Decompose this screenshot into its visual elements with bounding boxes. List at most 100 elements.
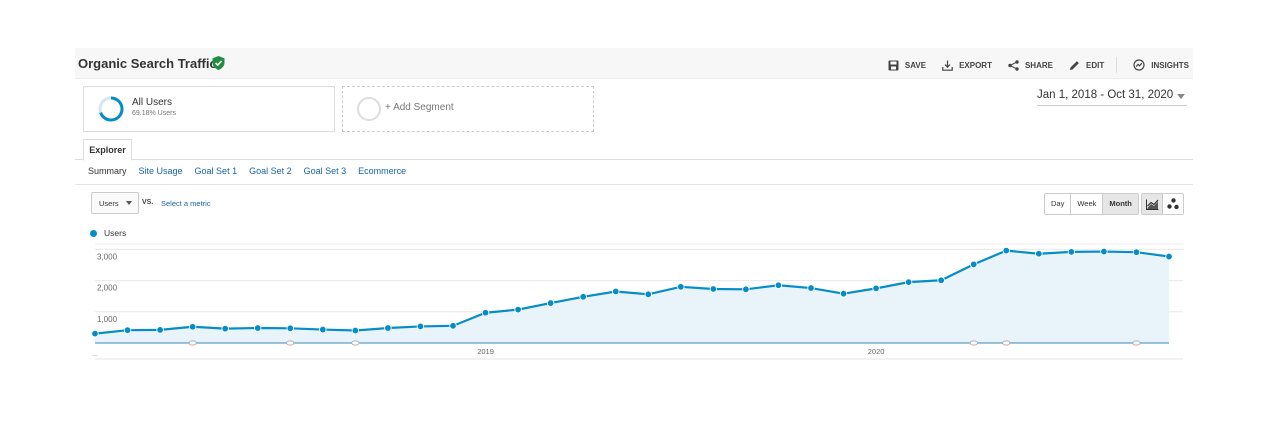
explorer-subtabs: Summary Site Usage Goal Set 1 Goal Set 2…: [88, 166, 418, 176]
data-point: [774, 281, 783, 289]
x-axis-first-label: ...: [92, 351, 98, 358]
period-month-button[interactable]: Month: [1103, 194, 1138, 214]
segment-name: All Users: [132, 97, 173, 108]
data-point: [481, 309, 490, 317]
data-point: [579, 293, 587, 301]
add-segment-label: + Add Segment: [385, 102, 454, 113]
annotation-marker-icon: [969, 340, 978, 346]
annotation-marker-icon: [188, 340, 197, 346]
insights-button[interactable]: INSIGHTS: [1133, 59, 1189, 71]
y-tick-label: 3,000: [97, 252, 118, 261]
report-panel: Organic Search Traffic SAVE EXPORT: [75, 48, 1193, 362]
chart-type-toggle: [1141, 193, 1184, 215]
data-point: [254, 324, 262, 332]
data-point: [449, 322, 457, 330]
add-segment-button[interactable]: + Add Segment: [342, 86, 594, 132]
line-chart-button[interactable]: [1142, 194, 1163, 214]
subtab-site-usage[interactable]: Site Usage: [138, 166, 183, 176]
data-point: [416, 322, 425, 331]
subtab-goal-set-1[interactable]: Goal Set 1: [194, 166, 238, 176]
data-point: [904, 278, 913, 286]
edit-button[interactable]: EDIT: [1069, 60, 1104, 71]
metric-select[interactable]: Users: [91, 192, 139, 214]
insights-label: INSIGHTS: [1151, 60, 1189, 70]
data-point: [872, 284, 880, 293]
data-point: [1067, 248, 1076, 256]
select-metric-link[interactable]: Select a metric: [161, 199, 211, 208]
period-toggle: Day Week Month: [1044, 193, 1139, 215]
annotation-marker-icon: [351, 340, 360, 346]
motion-chart-button[interactable]: [1163, 194, 1183, 214]
share-button[interactable]: SHARE: [1008, 59, 1053, 71]
export-button[interactable]: EXPORT: [942, 60, 992, 71]
data-point: [319, 325, 327, 334]
caret-down-icon: [1177, 94, 1185, 99]
data-point: [612, 287, 620, 296]
data-point: [546, 299, 555, 307]
data-point: [937, 276, 945, 284]
add-segment-ring-icon: [357, 97, 381, 121]
subtab-goal-set-3[interactable]: Goal Set 3: [303, 166, 347, 176]
x-tick-label: 2020: [868, 347, 885, 356]
date-range-label: Jan 1, 2018 - Oct 31, 2020: [1037, 89, 1174, 101]
save-label: SAVE: [904, 60, 927, 70]
data-point: [384, 324, 392, 332]
data-point: [677, 283, 685, 291]
subtab-summary[interactable]: Summary: [88, 166, 127, 176]
save-icon: [888, 60, 899, 70]
line-chart-icon: [1145, 199, 1158, 210]
export-label: EXPORT: [959, 60, 992, 70]
legend-swatch: [90, 229, 97, 237]
subtab-goal-set-2[interactable]: Goal Set 2: [249, 166, 292, 176]
data-point: [221, 324, 229, 333]
data-point: [839, 289, 848, 298]
share-label: SHARE: [1024, 60, 1053, 70]
verified-check-icon: [212, 56, 225, 70]
data-point: [156, 326, 164, 334]
data-point: [123, 326, 132, 334]
data-point: [1100, 247, 1108, 256]
insights-icon: [1133, 59, 1145, 71]
data-point: [91, 329, 99, 338]
data-point: [1165, 252, 1173, 261]
report-title: Organic Search Traffic: [78, 56, 217, 71]
period-day-button[interactable]: Day: [1045, 194, 1072, 214]
tab-divider: [75, 159, 1193, 160]
subtab-ecommerce[interactable]: Ecommerce: [358, 166, 407, 176]
data-point: [286, 324, 294, 333]
edit-icon: [1069, 60, 1079, 70]
report-toolbar: SAVE EXPORT SHARE: [872, 57, 1189, 73]
data-point: [188, 323, 197, 331]
period-week-button[interactable]: Week: [1071, 194, 1104, 214]
segment-all-users[interactable]: All Users 69.18% Users: [83, 86, 335, 132]
data-point: [514, 305, 522, 314]
data-point: [644, 290, 652, 299]
toolbar-divider: [1116, 57, 1118, 73]
segment-share-arc: [98, 96, 124, 122]
data-point: [807, 284, 815, 292]
annotation-marker-icon: [1002, 340, 1011, 346]
data-point: [742, 285, 750, 294]
caret-down-icon: [126, 201, 132, 205]
export-icon: [942, 60, 953, 71]
save-button[interactable]: SAVE: [888, 60, 926, 71]
share-icon: [1008, 59, 1019, 71]
annotation-marker-icon: [286, 340, 295, 346]
edit-label: EDIT: [1085, 60, 1105, 70]
series-line: [94, 249, 1170, 335]
vs-label: VS.: [142, 199, 154, 206]
title-bar: Organic Search Traffic SAVE EXPORT: [75, 48, 1193, 79]
date-range-selector[interactable]: Jan 1, 2018 - Oct 31, 2020: [1037, 89, 1187, 106]
subtabs-divider: [75, 184, 1193, 185]
data-point: [1035, 250, 1043, 258]
data-point: [351, 326, 360, 335]
data-point: [1002, 246, 1010, 255]
y-tick-label: 2,000: [97, 284, 118, 293]
tab-explorer[interactable]: Explorer: [83, 139, 132, 161]
segment-ring-icon: [98, 96, 124, 122]
annotation-marker-icon: [1132, 340, 1141, 346]
x-tick-label: 2019: [477, 347, 494, 356]
legend-label-users: Users: [104, 228, 127, 238]
segment-percent: 69.18% Users: [132, 110, 176, 117]
